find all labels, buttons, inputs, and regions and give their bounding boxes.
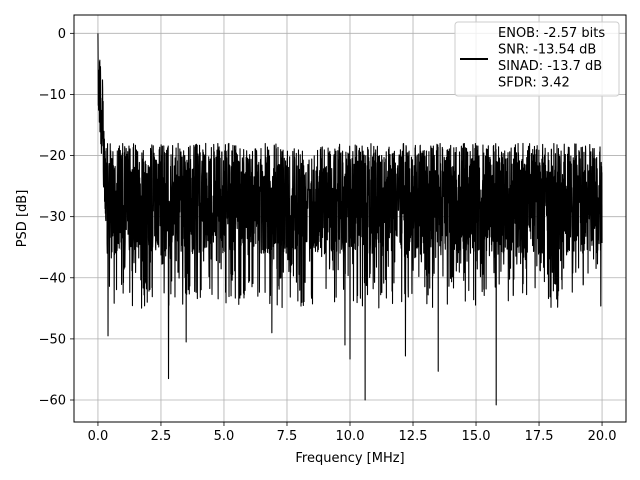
- legend-enob: ENOB: -2.57 bits: [498, 26, 605, 41]
- x-tick-label: 12.5: [399, 429, 428, 444]
- data-area: [97, 33, 603, 406]
- axis-ticks: 0.0 2.5 5.0 7.5 10.0 12.5 15.0 17.5 20.0 0 −10 −20 −…: [39, 27, 617, 444]
- legend-sinad: SINAD: -13.7 dB: [498, 59, 602, 74]
- x-tick-label: 7.5: [277, 429, 298, 444]
- legend-box: [454, 21, 620, 97]
- y-tick-label: 0: [58, 27, 66, 42]
- y-axis-label: PSD [dB]: [15, 190, 30, 248]
- x-tick-label: 15.0: [462, 429, 491, 444]
- x-tick-label: 2.5: [151, 429, 172, 444]
- legend-sfdr: SFDR: 3.42: [498, 76, 570, 91]
- y-tick-label: −30: [39, 210, 66, 225]
- x-tick-label: 17.5: [525, 429, 554, 444]
- y-tick-label: −50: [39, 332, 66, 347]
- y-tick-label: −60: [39, 394, 66, 409]
- y-tick-label: −20: [39, 149, 66, 164]
- x-tick-label: 20.0: [588, 429, 617, 444]
- legend: ENOB: -2.57 bits SNR: -13.54 dB SINAD: -…: [454, 21, 620, 97]
- x-tick-label: 0.0: [88, 429, 109, 444]
- x-axis-label: Frequency [MHz]: [295, 451, 404, 466]
- legend-snr: SNR: -13.54 dB: [498, 43, 596, 58]
- x-tick-label: 10.0: [336, 429, 365, 444]
- psd-series-line: [97, 33, 603, 406]
- x-tick-label: 5.0: [214, 429, 235, 444]
- y-tick-label: −10: [39, 88, 66, 103]
- y-tick-label: −40: [39, 271, 66, 286]
